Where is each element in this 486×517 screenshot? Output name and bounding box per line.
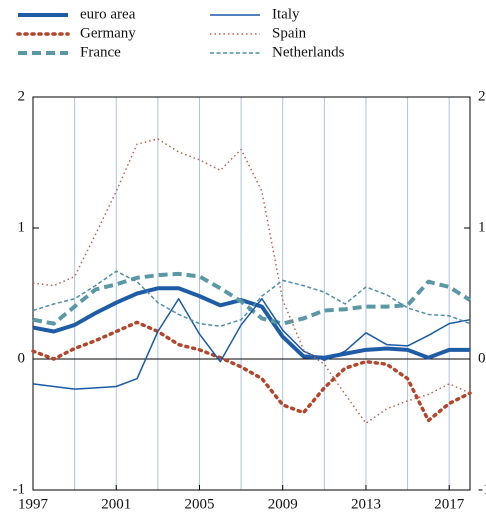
x-tick-label: 2001 — [101, 496, 131, 512]
y2-tick-label: 0 — [478, 350, 486, 366]
legend-label: Spain — [272, 25, 307, 41]
plot-area — [33, 97, 470, 490]
x-tick-label: 2009 — [268, 496, 298, 512]
x-tick-label: 2017 — [434, 496, 465, 512]
y2-tick-label: -1 — [478, 481, 486, 497]
legend-label: Netherlands — [272, 44, 345, 60]
plot-frame — [32, 96, 471, 491]
series-line — [32, 286, 470, 360]
legend-label: Germany — [80, 25, 136, 41]
legend-label: France — [80, 44, 121, 60]
series-line — [32, 297, 471, 390]
series-line — [32, 271, 472, 326]
y-tick-label: -1 — [13, 481, 26, 497]
y-tick-label: 0 — [18, 350, 26, 366]
y2-tick-label: 1 — [478, 219, 486, 235]
y-tick-label: 2 — [18, 88, 26, 104]
series-line — [32, 270, 471, 327]
x-tick-label: 2005 — [184, 496, 214, 512]
legend-label: euro area — [80, 6, 136, 22]
legend-label: Italy — [272, 6, 300, 22]
y-tick-label: 1 — [18, 219, 26, 235]
series-line — [31, 320, 472, 423]
x-tick-label: 2013 — [351, 496, 381, 512]
y2-tick-label: 2 — [478, 88, 486, 104]
x-tick-label: 1997 — [18, 496, 49, 512]
